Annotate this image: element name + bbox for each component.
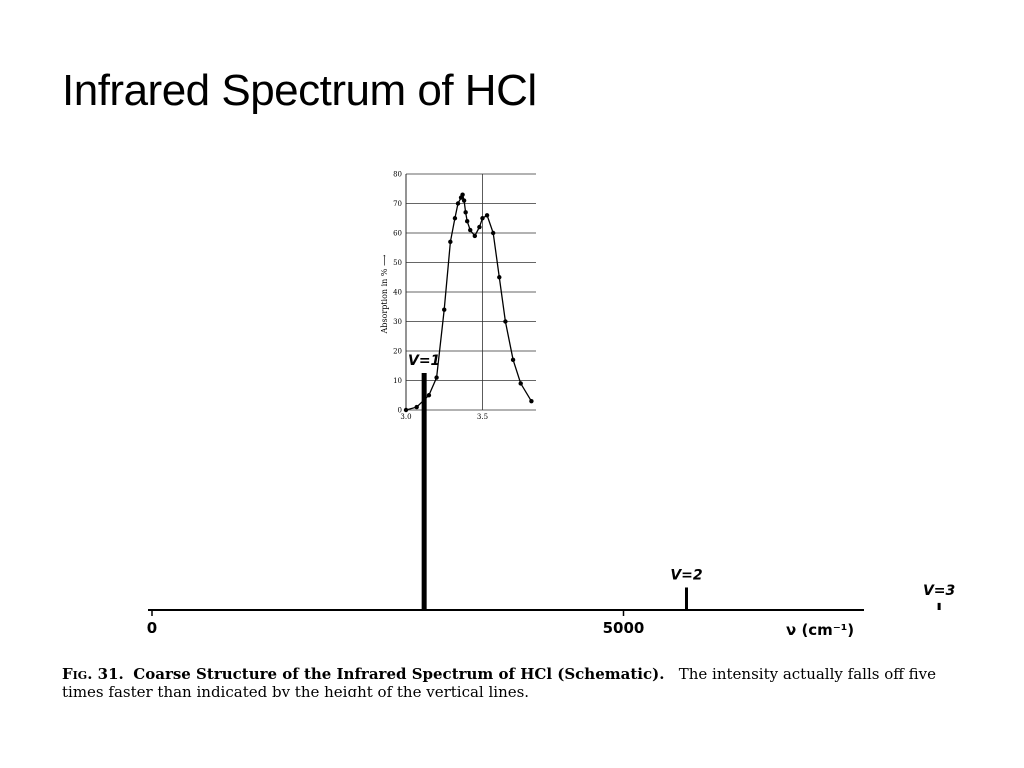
inset-y-tick-label: 40 [393,289,402,297]
absorption-point [403,407,409,413]
absorption-point [442,307,447,312]
inset-y-tick-label: 70 [393,200,402,208]
inset-x-tick-label: 3.5 [477,413,488,421]
inset-y-tick-label: 30 [393,318,402,326]
inset-grid [405,173,536,411]
vibrational-line-label: V=3 [923,583,955,599]
caption-figure-label: Fig. 31. [62,665,124,683]
absorption-point [463,210,468,215]
inset-y-tick-label: 0 [398,407,402,415]
figure-caption: Fig. 31. Coarse Structure of the Infrare… [62,665,952,697]
vibrational-line-bar [937,602,941,610]
frequency-tick-label: 0 [147,619,157,637]
vibrational-line-bar [421,373,427,610]
vibrational-line-label: V=1 [408,353,440,369]
absorption-point [503,319,508,324]
frequency-tick-labels: 0500010000 [147,619,645,637]
caption-body-text: The intensity actually falls off five ti… [62,665,937,697]
inset-y-tick-label: 20 [393,348,402,356]
absorption-point [434,375,439,380]
absorption-point [468,227,473,233]
absorption-point [426,393,432,398]
inset-x-tick-label: 3.0 [400,413,411,421]
absorption-point [452,216,458,221]
caption-bold-text: Coarse Structure of the Infrared Spectru… [133,665,665,683]
vibrational-line-labels: V=1V=2V=3V=4V=5 [408,353,955,599]
vibrational-line-label: V=2 [670,567,702,583]
absorption-point [529,398,534,404]
absorption-point [464,219,470,224]
absorption-curve [405,192,532,411]
absorption-point [484,213,490,218]
inset-y-tick-labels: 0 10 20 30 40 50 60 70 80 [393,171,402,415]
absorption-point [448,239,453,245]
absorption-point [480,216,485,221]
frequency-axis-label: ν (cm⁻¹) [786,621,854,639]
inset-y-tick-label: 50 [393,259,402,267]
coarse-spectrum-chart: 0500010000 V=1V=2V=3V=4V=5 ν (cm⁻¹) [147,353,955,639]
absorption-point [490,230,496,236]
inset-y-tick-label: 10 [393,377,402,385]
absorption-point [460,192,465,197]
vibrational-line-bar [684,587,688,610]
absorption-points [403,192,534,413]
slide-title: Infrared Spectrum of HCl [62,66,537,115]
vibrational-lines [421,373,941,610]
absorption-point [497,275,502,280]
inset-y-axis-label: Absorption in % ⟶ [380,254,389,334]
absorption-inset-chart: 0 10 20 30 40 50 60 70 80 3.0 3.5 Absorption in %… [380,171,536,421]
frequency-tick-label: 5000 [603,619,645,637]
absorption-point [472,233,478,239]
absorption-point [518,381,523,386]
frequency-axis-ticks [151,610,625,616]
inset-x-tick-labels: 3.0 3.5 [400,413,488,421]
inset-y-tick-label: 80 [393,171,402,179]
absorption-point [414,404,419,410]
absorption-point [510,357,516,363]
absorption-point [455,201,461,206]
absorption-point [461,198,467,203]
absorption-point [477,224,482,230]
inset-y-tick-label: 60 [393,230,402,238]
